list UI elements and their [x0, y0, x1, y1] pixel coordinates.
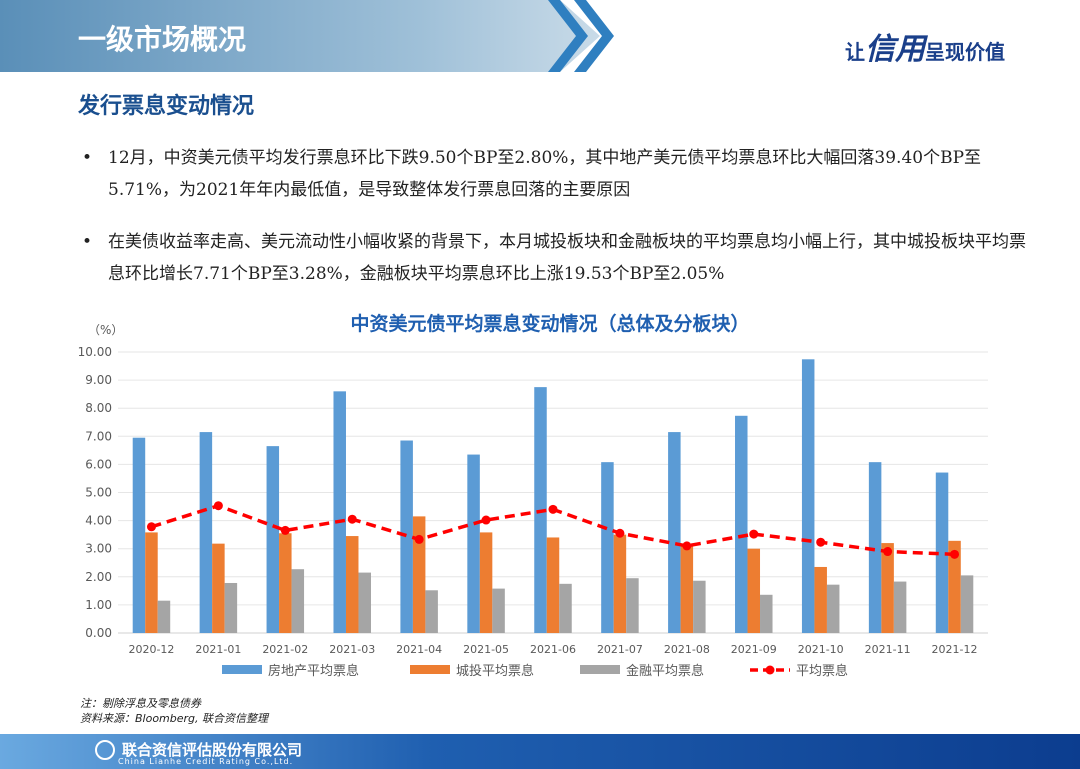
average-coupon-point [883, 547, 893, 557]
bar-lgfv [212, 543, 225, 633]
bar-financial [760, 594, 773, 633]
x-tick-label: 2021-02 [262, 643, 308, 656]
y-tick-label: 9.00 [85, 373, 112, 387]
bar-financial [960, 575, 974, 633]
average-coupon-point [280, 525, 290, 535]
chart-title: 中资美元债平均票息变动情况（总体及分板块） [350, 312, 749, 335]
x-tick-label: 2021-01 [195, 643, 241, 656]
bar-real-estate [868, 462, 882, 633]
bar-lgfv [814, 566, 827, 633]
y-tick-label: 5.00 [85, 486, 112, 500]
bar-lgfv [680, 545, 694, 633]
average-coupon-point [414, 534, 424, 544]
header-banner [0, 0, 600, 72]
section-title: 发行票息变动情况 [78, 94, 255, 119]
bar-financial [291, 569, 305, 633]
bar-financial [893, 581, 907, 633]
average-coupon-point [481, 515, 491, 525]
bar-financial [358, 572, 371, 633]
note-text: 注：剔除浮息及零息债券 [80, 697, 201, 710]
legend-swatch [222, 665, 262, 674]
bar-lgfv [613, 534, 627, 633]
company-name-en: China Lianhe Credit Rating Co.,Ltd. [118, 757, 294, 766]
y-tick-label: 0.00 [85, 626, 112, 640]
page-title: 一级市场概况 [78, 23, 247, 56]
x-tick-label: 2021-04 [396, 643, 442, 656]
bar-financial [626, 578, 639, 633]
legend-label: 城投平均票息 [456, 663, 534, 679]
y-tick-label: 3.00 [85, 542, 112, 556]
average-coupon-point [146, 522, 156, 532]
y-axis-unit: （%） [88, 323, 123, 337]
slogan: 让信用呈现价值 [845, 32, 1005, 67]
bar-lgfv [145, 532, 158, 633]
average-coupon-point [347, 514, 357, 524]
x-tick-label: 2021-10 [798, 643, 844, 656]
source-text: 资料来源：Bloomberg, 联合资信整理 [80, 712, 269, 725]
x-tick-label: 2020-12 [128, 643, 174, 656]
average-coupon-point [548, 504, 558, 514]
bar-real-estate [801, 359, 815, 633]
company-logo-icon [95, 740, 115, 760]
bullet-item: • 在美债收益率走高、美元流动性小幅收紧的背景下，本月城投板块和金融板块的平均票息… [82, 232, 1026, 284]
bar-real-estate [467, 454, 480, 633]
y-tick-label: 1.00 [85, 598, 112, 612]
x-tick-label: 2021-12 [932, 643, 978, 656]
x-tick-label: 2021-09 [731, 643, 777, 656]
legend-marker [765, 665, 775, 675]
bar-financial [224, 582, 238, 633]
bar-real-estate [132, 437, 146, 633]
bar-lgfv [345, 536, 359, 633]
bar-real-estate [199, 432, 213, 633]
x-tick-label: 2021-07 [597, 643, 643, 656]
bullet-item: • 12月，中资美元债平均发行票息环比下跌9.50个BP至2.80%，其中地产美元… [82, 148, 982, 200]
y-tick-label: 6.00 [85, 457, 112, 471]
footer-bar: 联合资信评估股份有限公司 China Lianhe Credit Rating … [0, 734, 1080, 769]
average-coupon-point [950, 549, 960, 559]
bar-real-estate [400, 440, 413, 633]
bar-financial [425, 590, 438, 633]
bar-financial [826, 584, 840, 633]
x-tick-label: 2021-05 [463, 643, 509, 656]
bar-real-estate [668, 432, 681, 633]
y-tick-label: 2.00 [85, 570, 112, 584]
y-tick-label: 10.00 [78, 345, 112, 359]
legend-swatch [580, 665, 620, 674]
legend-swatch [410, 665, 450, 674]
bar-lgfv [881, 543, 894, 633]
bar-lgfv [747, 548, 761, 633]
bar-lgfv [279, 533, 292, 633]
bar-lgfv [479, 532, 493, 633]
x-tick-label: 2021-03 [329, 643, 375, 656]
bar-real-estate [935, 472, 949, 633]
average-coupon-point [682, 541, 692, 551]
legend-label: 平均票息 [796, 663, 848, 679]
average-coupon-point [615, 528, 625, 538]
bar-real-estate [601, 462, 614, 633]
bar-lgfv [546, 537, 560, 633]
bar-financial [559, 583, 572, 633]
bar-real-estate [266, 446, 280, 633]
bar-real-estate [735, 415, 748, 633]
average-coupon-point [749, 529, 759, 539]
bar-lgfv [948, 540, 961, 633]
legend-label: 房地产平均票息 [268, 663, 359, 679]
average-coupon-point [816, 537, 826, 547]
bar-financial [157, 600, 171, 633]
y-tick-label: 8.00 [85, 401, 112, 415]
bar-financial [693, 580, 706, 633]
bar-real-estate [333, 391, 346, 633]
legend-label: 金融平均票息 [626, 663, 704, 679]
y-tick-label: 7.00 [85, 429, 112, 443]
average-coupon-point [213, 501, 223, 511]
company-name: 联合资信评估股份有限公司 [122, 741, 303, 759]
y-tick-label: 4.00 [85, 514, 112, 528]
x-tick-label: 2021-08 [664, 643, 710, 656]
x-tick-label: 2021-11 [865, 643, 911, 656]
bar-lgfv [412, 516, 426, 633]
x-tick-label: 2021-06 [530, 643, 576, 656]
bar-line-chart: 中资美元债平均票息变动情况（总体及分板块） （%） 0.00 1.00 2.00 3.00… [78, 312, 988, 679]
bar-financial [492, 588, 505, 633]
